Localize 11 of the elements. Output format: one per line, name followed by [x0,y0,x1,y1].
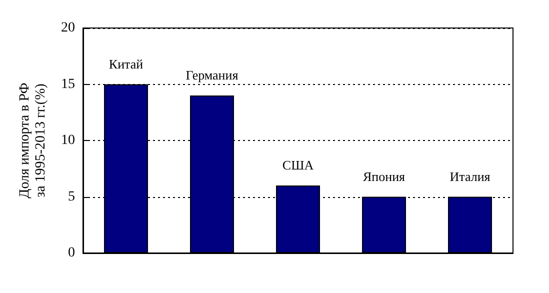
x-tick-label: Италия [450,168,490,184]
y-axis-title: Доля импорта в РФ за 1995-2013 гг.(%) [18,82,48,198]
y-tick-label: 20 [61,20,75,36]
x-tick-label: США [282,158,314,172]
y-tick-label: 15 [61,76,75,92]
y-tick-label: 10 [61,133,75,148]
y-tick-label: 5 [68,189,75,204]
x-tick-label: Япония [362,168,406,184]
x-tick-label: Китай [108,56,144,72]
y-tick-label: 0 [68,246,75,260]
x-tick-label: Германия [186,68,238,82]
